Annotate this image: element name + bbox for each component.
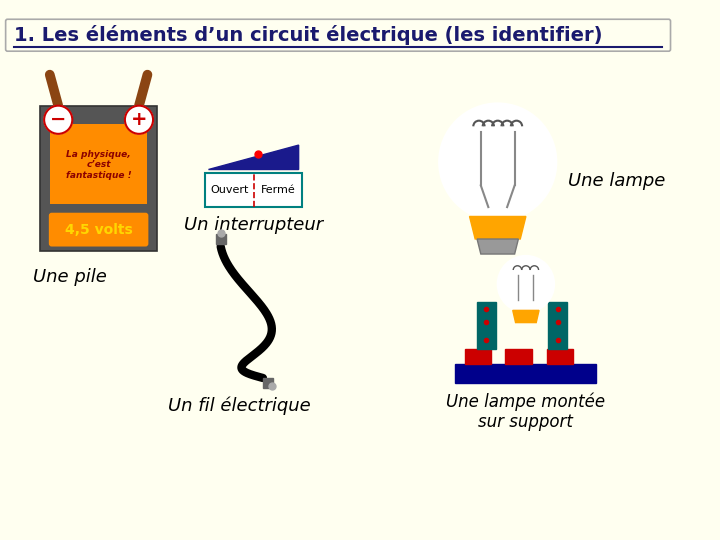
Text: 4,5 volts: 4,5 volts [65, 222, 132, 237]
FancyBboxPatch shape [456, 364, 596, 383]
Circle shape [125, 106, 153, 134]
Text: Un fil électrique: Un fil électrique [168, 397, 311, 415]
Text: 1. Les éléments d’un circuit électrique (les identifier): 1. Les éléments d’un circuit électrique … [14, 25, 603, 45]
FancyBboxPatch shape [477, 302, 496, 349]
Text: La physique,
c’est
fantastique !: La physique, c’est fantastique ! [66, 150, 132, 180]
FancyBboxPatch shape [505, 349, 531, 364]
Text: Un interrupteur: Un interrupteur [184, 217, 323, 234]
Text: Fermé: Fermé [261, 185, 295, 195]
FancyBboxPatch shape [40, 106, 157, 251]
Circle shape [439, 104, 556, 220]
FancyBboxPatch shape [204, 173, 302, 207]
Polygon shape [209, 145, 299, 170]
Text: Une pile: Une pile [34, 268, 107, 286]
Polygon shape [477, 239, 518, 254]
Polygon shape [513, 310, 539, 322]
Polygon shape [469, 217, 526, 239]
FancyBboxPatch shape [549, 302, 567, 349]
FancyBboxPatch shape [465, 349, 491, 364]
FancyBboxPatch shape [546, 349, 573, 364]
Text: −: − [50, 110, 66, 129]
Text: Ouvert: Ouvert [210, 185, 248, 195]
FancyBboxPatch shape [50, 124, 148, 204]
Text: Une lampe montée
sur support: Une lampe montée sur support [446, 392, 606, 431]
Text: +: + [131, 110, 147, 129]
Circle shape [498, 256, 554, 312]
Circle shape [44, 106, 72, 134]
FancyBboxPatch shape [6, 19, 670, 51]
Text: Une lampe: Une lampe [568, 172, 665, 190]
FancyBboxPatch shape [49, 213, 148, 247]
